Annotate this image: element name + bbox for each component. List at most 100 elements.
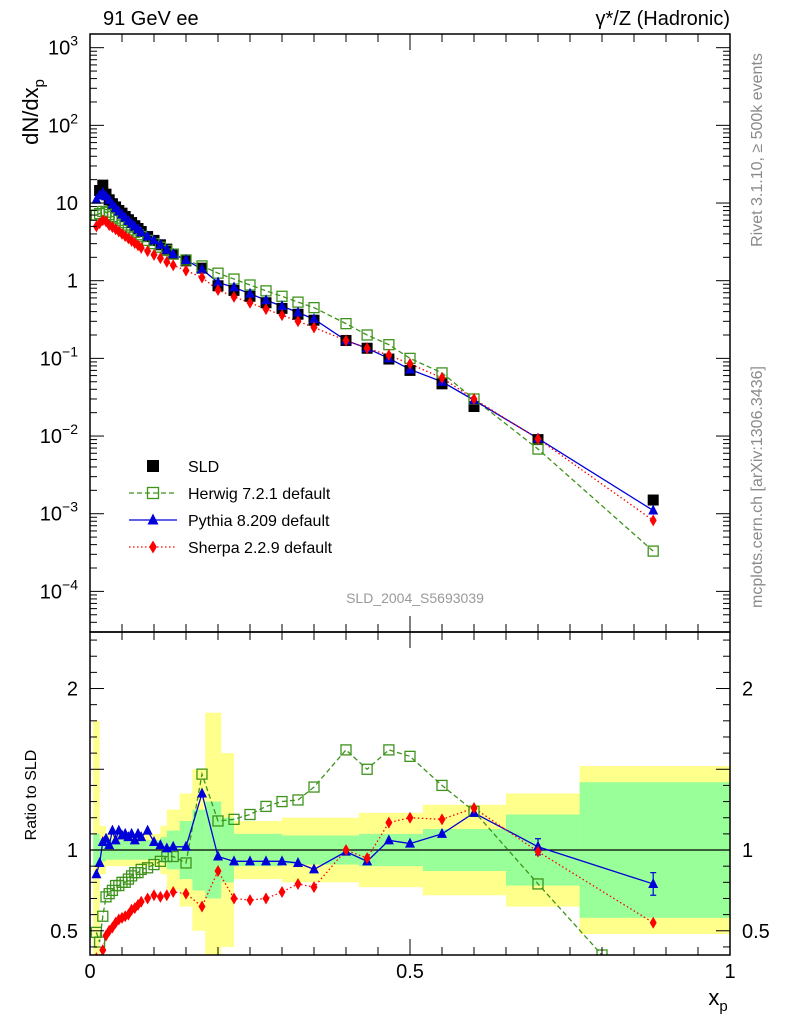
ratio-ytick-label-right-1: 1 [742,840,753,862]
ratio-y-axis-label: Ratio to SLD [23,750,40,841]
legend-label-1: Herwig 7.2.1 default [188,486,331,503]
ratio-point-s1-12 [129,834,140,845]
main-point-s3-22 [214,283,222,296]
ratio-point-s1-11 [126,827,137,838]
main-line-2 [95,192,654,512]
main-point-s3-35 [534,432,542,445]
main-point-s3-23 [230,290,238,303]
main-ytick-label-7: 10−4 [40,576,78,603]
ratio-point-s2-15 [144,892,152,905]
main-ytick-label-3: 1 [67,271,78,293]
ratio-point-s0-11 [125,870,138,882]
ratio-point-s0-24 [244,808,256,821]
ratio-point-s0-30 [361,763,373,775]
main-point-s2-25 [261,294,271,305]
ratio-point-s2-32 [406,811,414,824]
main-point-s3-17 [156,252,164,265]
legend-marker-3 [149,540,157,554]
main-point-s3-28 [310,321,318,334]
main-point-s3-33 [438,371,446,384]
main-plot-area [90,179,659,557]
ratio-point-s0-26 [276,795,288,808]
main-point-s0-35 [647,494,659,506]
x-tick-label-2: 1 [724,961,735,983]
main-ytick-label-6: 10−3 [40,499,78,526]
analysis-watermark: SLD_2004_S5693039 [346,590,484,606]
main-point-s1-28 [308,301,320,314]
ratio-point-s0-28 [308,781,320,793]
ratio-point-s2-18 [163,889,171,902]
ratio-point-s2-33 [438,813,446,826]
ratio-point-s2-2 [99,944,107,955]
main-point-s2-16 [149,234,159,245]
main-line-3 [95,219,654,521]
legend-label-0: SLD [188,459,219,476]
main-frame [89,33,731,633]
ratio-plot-area [90,744,730,955]
main-point-s2-24 [245,287,255,298]
ratio-point-s0-35 [532,878,544,890]
legend-marker-1 [146,486,160,500]
header-right: γ*/Z (Hadronic) [596,8,730,30]
main-ytick-label-2: 10 [56,193,78,215]
ratio-ytick-label-0: 0.5 [50,921,78,943]
ratio-point-s2-35 [534,845,542,858]
main-point-s3-15 [144,245,152,258]
ratio-point-s2-34 [470,802,478,815]
main-point-s3-24 [246,296,254,309]
main-point-s2-36 [648,504,659,515]
ratio-point-s1-14 [136,831,147,842]
ratio-point-s2-28 [310,881,318,894]
ratio-point-s2-30 [363,852,371,865]
main-point-s3-29 [342,334,350,347]
ratio-point-s0-19 [167,850,179,863]
ratio-point-s1-32 [405,837,415,848]
ratio-point-s1-20 [181,840,191,851]
ratio-point-s2-22 [214,865,222,878]
ratio-point-s2-16 [150,889,158,902]
main-ytick-label-4: 10−1 [40,343,78,370]
ratio-ytick-label-1: 1 [67,840,78,862]
ratio-point-s2-23 [230,892,238,905]
main-point-s1-26 [276,290,288,302]
ratio-point-s1-27 [293,856,303,867]
ratio-point-s2-19 [169,886,177,899]
ratio-point-s0-16 [148,858,160,871]
main-point-s2-26 [277,300,287,311]
ratio-point-s2-14 [137,895,145,908]
ratio-point-s1-1 [94,856,105,867]
ratio-point-s0-15 [141,862,154,874]
mcplots-label: mcplots.cern.ch [arXiv:1306.3436] [749,366,766,608]
ratio-point-s1-28 [309,863,319,874]
main-point-s1-30 [361,329,373,341]
ratio-point-s1-31 [383,834,394,845]
main-point-s3-26 [278,309,286,322]
ratio-point-s2-24 [246,894,254,907]
ratio-point-s1-24 [245,855,255,866]
ratio-point-s0-23 [228,813,240,825]
main-point-s3-25 [262,303,270,316]
ratio-point-s2-20 [182,887,190,900]
ratio-point-s1-23 [229,855,239,866]
legend-label-2: Pythia 8.209 default [188,513,330,530]
main-point-s2-19 [168,248,179,259]
ratio-point-s0-1 [93,936,106,948]
ratio-point-s2-29 [342,844,350,857]
x-tick-label-0: 0 [84,961,95,983]
ratio-point-s0-22 [212,815,224,827]
ratio-point-s0-31 [383,744,395,756]
main-point-s3-20 [182,264,190,277]
main-point-s2-20 [181,253,191,264]
main-point-s0-1 [97,179,109,191]
ratio-point-s0-32 [404,750,416,763]
ratio-point-s2-25 [262,892,270,905]
ratio-point-s0-29 [340,744,352,756]
x-tick-label-1: 0.5 [396,961,424,983]
main-point-s2-21 [197,263,207,274]
main-point-s3-36 [649,514,657,527]
ratio-point-s2-27 [294,877,302,890]
ratio-point-s2-36 [649,916,657,929]
ratio-point-s2-31 [385,816,393,829]
main-point-s1-27 [292,296,304,308]
main-ytick-label-5: 10−2 [40,421,78,448]
